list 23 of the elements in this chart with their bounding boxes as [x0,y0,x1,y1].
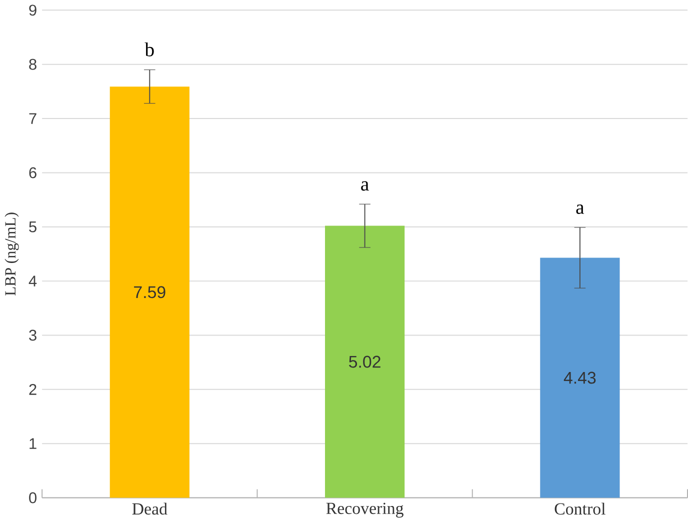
annotation: b [144,42,154,56]
y-tick-label: 2 [29,384,36,395]
annotation: a [576,204,584,214]
data-label: 4.43 [564,372,596,384]
y-tick-label: 1 [30,438,36,449]
data-label: 7.59 [134,286,166,298]
y-tick-label: 3 [29,330,36,341]
y-tick-label: 7 [29,113,36,124]
y-tick-label: 5 [29,221,36,232]
bar [540,258,620,498]
data-label: 5.02 [349,356,380,368]
y-tick-label: 0 [29,492,36,504]
x-tick-label: Control [554,502,606,514]
bar [324,226,405,498]
y-axis-title: LBP (ng/mL) [4,212,19,296]
annotation: a [361,181,369,191]
y-tick-label: 9 [29,4,36,16]
y-tick-label: 8 [29,58,36,70]
bar [110,86,190,498]
x-tick-label: Recovering [326,502,404,518]
x-tick-label: Dead [132,502,168,514]
y-tick-label: 6 [29,167,36,178]
y-tick-label: 4 [28,276,37,286]
